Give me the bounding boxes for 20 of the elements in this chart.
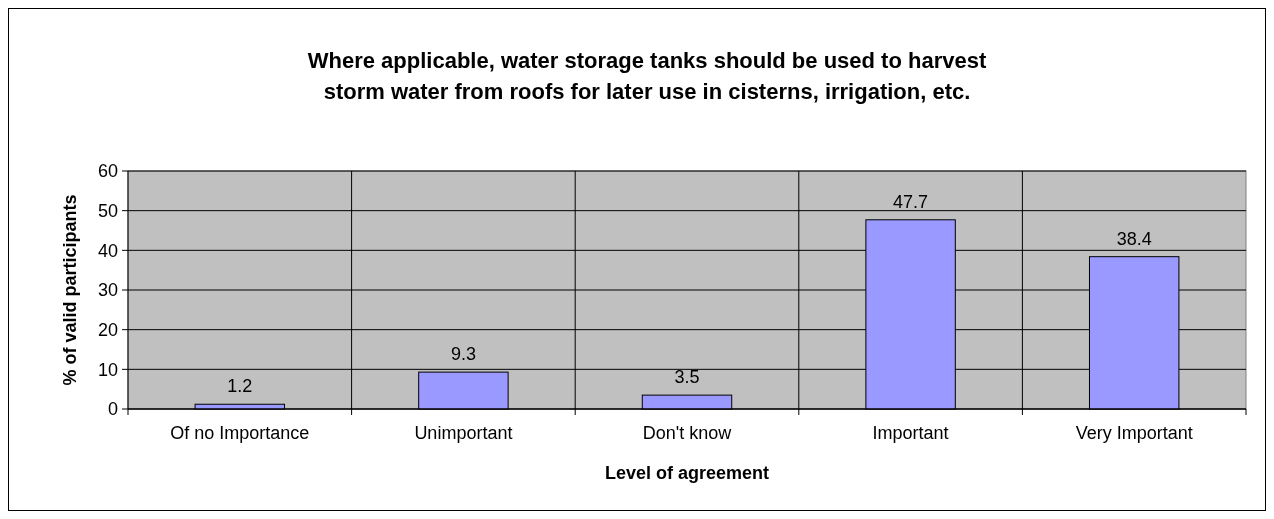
x-tick-label: Very Important [1075,423,1193,443]
chart-title: Where applicable, water storage tanks should be used to harvest storm water from roofs for later use in cisterns, irrigation, etc. [307,48,987,104]
y-tick-label: 50 [97,200,118,221]
data-label: 47.7 [893,191,929,212]
x-tick-label: Unimportant [414,423,513,443]
y-tick-label: 60 [97,161,118,182]
x-tick-label: Don't know [642,423,733,443]
y-tick-label: 30 [97,280,118,301]
data-label: 1.2 [227,376,253,397]
x-axis-title: Level of agreement [604,463,770,483]
x-tick-label: Important [872,423,949,443]
data-label: 38.4 [1116,228,1152,249]
y-axis-title: % of valid participants [60,194,80,386]
y-tick-label: 10 [97,359,118,380]
y-tick-label: 20 [97,319,118,340]
y-tick-label: 0 [107,399,118,420]
y-tick-label: 40 [97,240,118,261]
data-label: 9.3 [450,344,476,365]
x-tick-label: Of no Importance [170,423,310,443]
data-label: 3.5 [674,367,700,388]
